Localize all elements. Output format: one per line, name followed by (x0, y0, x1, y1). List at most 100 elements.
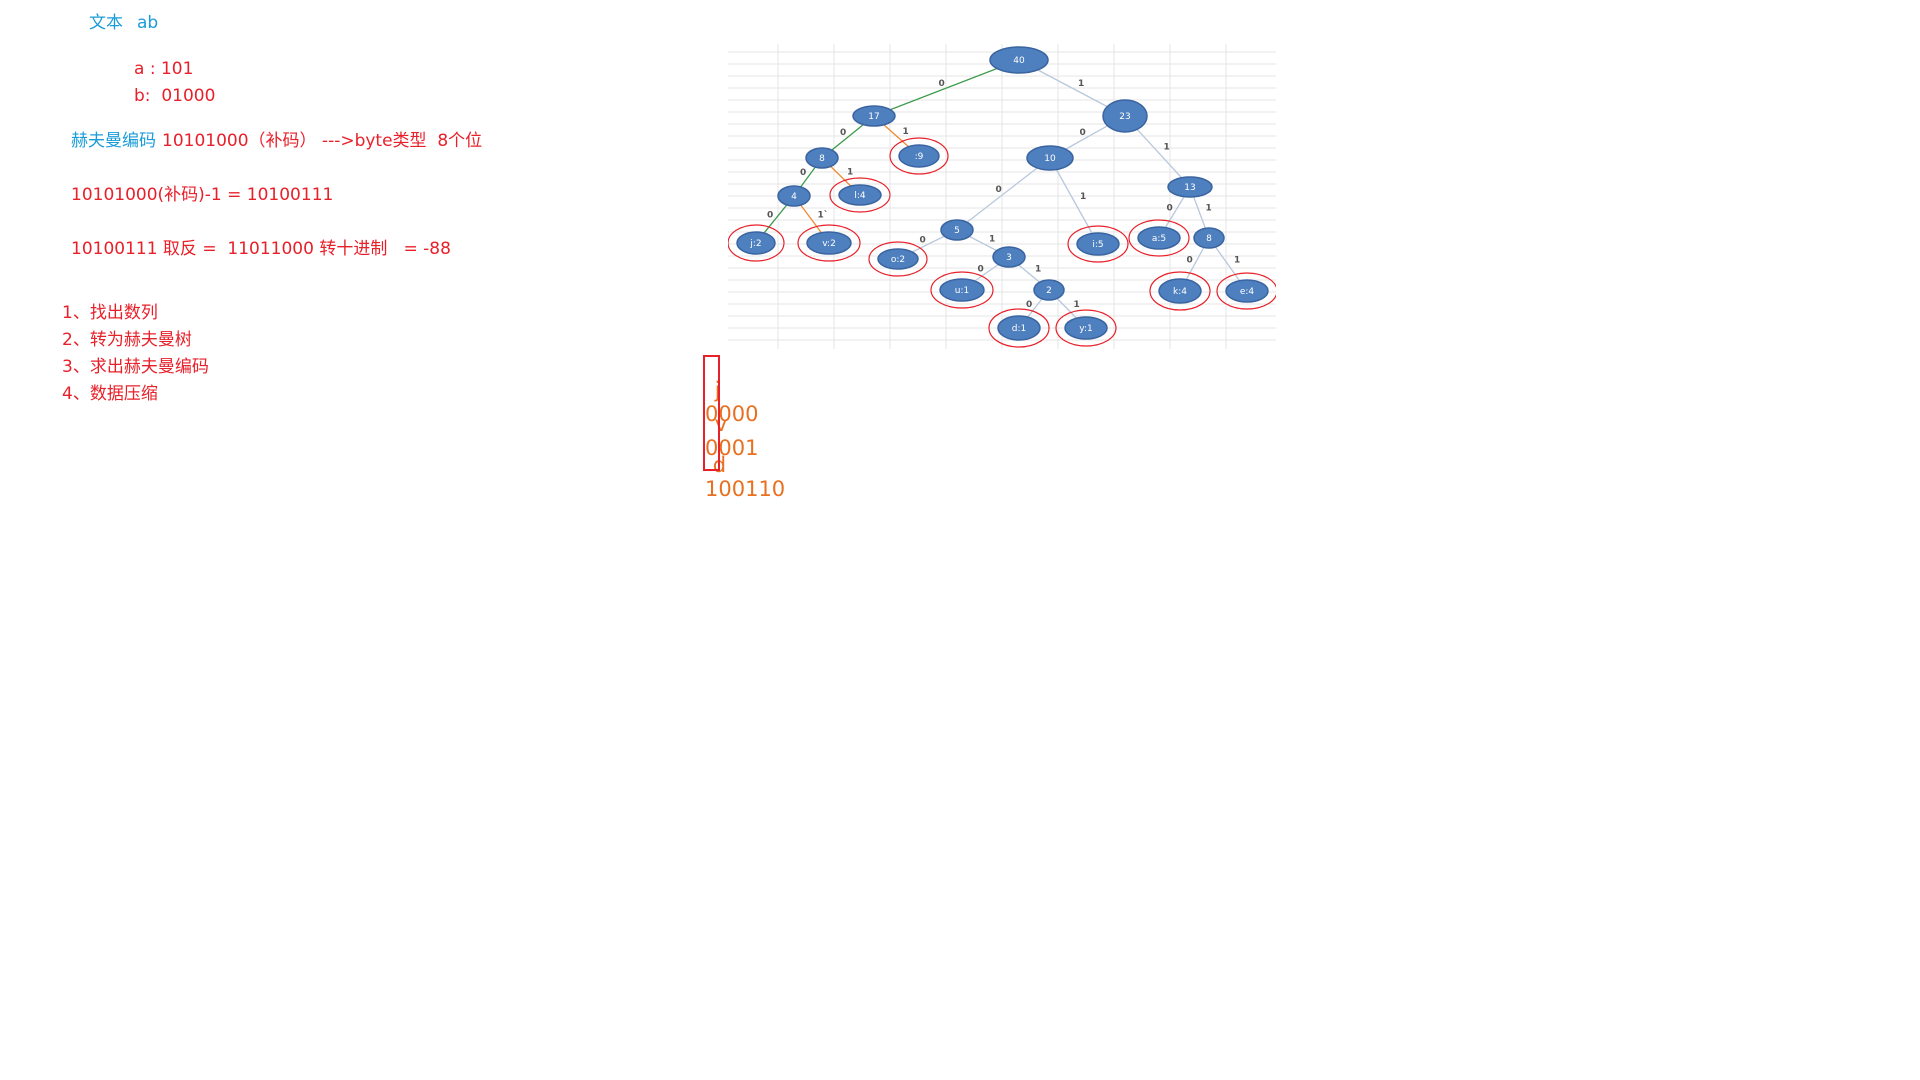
leaf-highlight-ring (728, 224, 785, 262)
leaf-node: i:5 (1067, 225, 1129, 263)
invert-line: 10100111 取反 = 11011000 转十进制 = -88 (71, 239, 451, 259)
node-ellipse (989, 46, 1049, 74)
node-ellipse (898, 144, 940, 168)
node-ellipse (940, 219, 974, 241)
leaf-node: k:4 (1149, 271, 1211, 311)
code-row-j: j 0000 (688, 354, 758, 450)
code-value: 100110 (705, 477, 786, 501)
node-ellipse (1193, 227, 1225, 249)
leaf-node: y:1 (1055, 309, 1117, 347)
node-label: 17 (868, 112, 879, 122)
edge-bit-label: 1 (1206, 204, 1212, 214)
node-label: y:1 (1079, 324, 1092, 334)
leaf-highlight-ring (1055, 309, 1117, 347)
step-1: 1、找出数列 (62, 303, 158, 323)
huffman-code-detail: 10101000（补码） --->byte类型 8个位 (162, 131, 483, 151)
node-label: 13 (1184, 183, 1195, 193)
code-row-d: d 100110 (686, 429, 785, 525)
leaf-highlight-ring (1067, 225, 1129, 263)
tree-edge (1049, 157, 1099, 245)
tree-node: 13 (1167, 176, 1213, 198)
leaf-node: l:4 (829, 177, 891, 213)
leaf-node: o:2 (868, 241, 928, 277)
node-ellipse (1064, 316, 1108, 340)
edge-bit-label: 0 (1187, 256, 1193, 266)
edge-bit-label: 1 (1078, 79, 1084, 89)
node-ellipse (806, 231, 852, 255)
node-label: 8 (819, 154, 825, 164)
leaf-node: a:5 (1128, 219, 1190, 257)
code-value: 0000 (705, 402, 759, 426)
edge-bit-label: 0 (1026, 300, 1032, 310)
tree-node: 40 (989, 46, 1049, 74)
edge-bit-label: 1 (989, 235, 995, 245)
text-value: ab (137, 13, 159, 33)
edge-bit-label: 0 (767, 211, 773, 221)
text-label: 文本 (89, 13, 123, 33)
node-ellipse (1137, 226, 1181, 250)
code-a-line: a : 101 (134, 59, 194, 79)
edge-bit-label: 1 (1074, 300, 1080, 310)
leaf-highlight-ring (829, 177, 891, 213)
node-label: l:4 (854, 191, 866, 201)
node-label: 3 (1006, 253, 1012, 263)
step-4: 4、数据压缩 (62, 384, 158, 404)
edge-bit-label: 1 (1080, 192, 1086, 202)
node-label: j:2 (749, 239, 761, 249)
node-ellipse (852, 105, 896, 127)
code-letter: j (714, 378, 721, 402)
tree-node: 8 (805, 147, 839, 169)
node-ellipse (1167, 176, 1213, 198)
edge-bit-label: 0 (840, 128, 846, 138)
node-label: 2 (1046, 286, 1052, 296)
leaf-highlight-ring (868, 241, 928, 277)
node-ellipse (992, 246, 1026, 268)
node-label: :9 (915, 152, 924, 162)
tree-node: 23 (1102, 99, 1148, 133)
leaf-highlight-ring (1128, 219, 1190, 257)
node-label: u:1 (955, 286, 969, 296)
leaf-highlight-ring (1216, 272, 1276, 310)
node-label: d:1 (1012, 324, 1026, 334)
edge-bit-label: 1 (1035, 265, 1041, 275)
edge-bit-label: 1` (818, 210, 829, 221)
node-ellipse (1158, 278, 1202, 304)
node-ellipse (997, 315, 1041, 341)
edge-bit-label: 0 (1080, 128, 1086, 138)
node-ellipse (1102, 99, 1148, 133)
node-label: e:4 (1240, 287, 1255, 297)
code-letter: v (714, 412, 728, 436)
node-ellipse (877, 248, 919, 270)
leaf-highlight-ring (889, 137, 949, 175)
code-row-v: v 0001 (688, 388, 758, 484)
node-label: 23 (1119, 112, 1130, 122)
tree-node: 17 (852, 105, 896, 127)
node-ellipse (777, 185, 811, 207)
edge-bit-label: 0 (920, 236, 926, 246)
node-label: a:5 (1152, 234, 1166, 244)
edge-bit-label: 0 (800, 168, 806, 178)
leaf-node: d:1 (988, 308, 1050, 348)
code-value: 0001 (705, 436, 759, 460)
edge-bit-label: 1 (847, 168, 853, 178)
step-2: 2、转为赫夫曼树 (62, 330, 192, 350)
node-label: v:2 (822, 239, 836, 249)
tree-node: 8 (1193, 227, 1225, 249)
node-label: 10 (1044, 154, 1056, 164)
tree-node: 5 (940, 219, 974, 241)
edge-bit-label: 1 (903, 127, 909, 137)
node-ellipse (838, 184, 882, 206)
leaf-node: v:2 (797, 224, 861, 262)
huffman-code-label: 赫夫曼编码 (71, 131, 156, 151)
leaf-node: :9 (889, 137, 949, 175)
edge-bit-label: 0 (996, 185, 1002, 195)
node-ellipse (1225, 279, 1269, 303)
node-label: 8 (1206, 234, 1212, 244)
code-b-line: b: 01000 (134, 86, 216, 106)
step-3: 3、求出赫夫曼编码 (62, 357, 209, 377)
leaf-highlight-ring (930, 271, 994, 309)
node-label: 40 (1013, 56, 1025, 66)
node-ellipse (736, 231, 776, 255)
